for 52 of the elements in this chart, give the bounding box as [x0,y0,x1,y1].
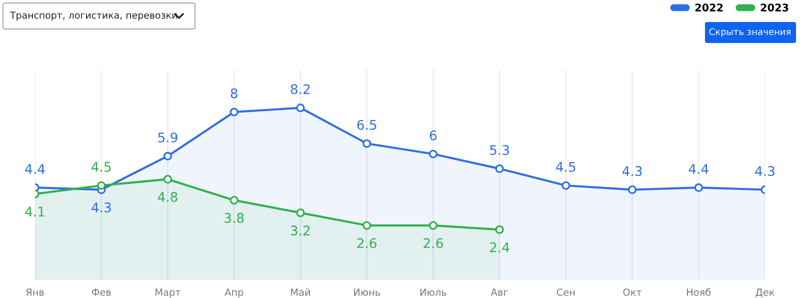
point [628,185,637,194]
data-label: 4.1 [25,206,44,216]
point [230,108,238,116]
x-tick-label: Окт [623,288,642,296]
data-label: 4.5 [556,162,576,172]
point [163,174,172,184]
x-tick-label: Нояб [687,288,711,296]
text: Транспорт, логистика, перевозки [10,12,177,21]
data-label: 2.6 [357,238,376,248]
x-tick-label: Апр [224,288,244,298]
x-tick-label: Сен [556,288,575,296]
data-label: 3.8 [224,212,244,223]
data-label: 4.4 [688,164,708,174]
x-tick-label: Фев [92,288,111,296]
data-label: 4.3 [622,166,642,176]
x-tick-label: Май [291,288,310,296]
data-label: 4.8 [158,192,178,202]
data-label: 4.3 [755,166,774,176]
x-tick-label: Март [156,288,181,298]
data-label: 4.3 [92,202,111,212]
data-label: 8.2 [290,84,310,94]
point [495,225,504,234]
data-label: 6.5 [357,120,376,130]
legend-label: 2022 [695,4,723,12]
point [296,103,305,112]
point [562,181,570,190]
data-label: 5.9 [158,132,178,142]
data-label: 3.2 [290,226,310,236]
data-label: 5.3 [490,145,509,156]
point [428,150,438,158]
x-tick-label: Июль [420,288,446,296]
data-label: 8 [230,88,238,98]
point [230,196,238,205]
point [694,183,703,192]
point [97,181,106,190]
data-label: 4.4 [25,164,45,174]
x-tick-label: Авг [490,288,508,296]
point [428,221,438,230]
data-label: 4.5 [92,162,111,172]
data-label: 6 [430,130,437,140]
legend-label: 2023 [760,4,788,12]
point [296,208,305,218]
text: Скрыть значения [709,28,790,37]
x-tick-label: Июнь [354,288,380,296]
x-tick-label: Дек [756,288,774,298]
x-tick-label: Янв [26,288,44,296]
point [163,152,172,160]
data-label: 2.4 [490,242,510,252]
point [362,139,372,148]
point [495,164,504,174]
data-label: 2.6 [424,238,443,248]
point [362,221,372,230]
